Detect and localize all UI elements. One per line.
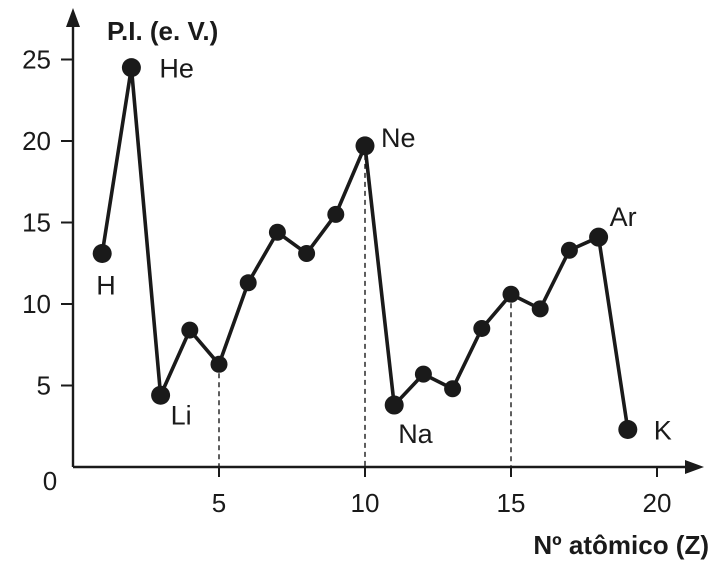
y-tick-label: 10 [22,289,51,319]
data-point [531,300,549,318]
x-axis-title: Nº atômico (Z) [533,530,709,560]
data-point [121,58,141,78]
element-label: Ar [610,202,637,232]
data-point [414,365,432,383]
dashed-guides [218,145,512,467]
data-point [298,244,316,262]
x-tick-label: 5 [212,488,226,518]
data-point [327,205,345,223]
data-point [473,319,491,337]
element-label: He [159,54,194,84]
y-tick-label: 5 [37,371,51,401]
y-axis-title: P.I. (e. V.) [107,16,218,46]
series-group [92,58,638,440]
data-point [268,223,286,241]
data-point [502,285,520,303]
data-point [151,385,171,405]
data-point [92,243,112,263]
y-axis-arrow [66,8,80,27]
y-tick-label: 15 [22,208,51,238]
x-tick-label: 20 [643,488,672,518]
origin-label: 0 [43,466,57,496]
data-point [384,395,404,415]
element-label: K [654,416,672,446]
data-point [239,274,257,292]
data-point [355,136,375,156]
ticks: 5 10 15 20 25 5 10 15 20 [22,45,671,519]
y-tick-label: 20 [22,126,51,156]
x-axis-arrow [685,460,704,474]
y-tick-label: 25 [22,45,51,75]
x-tick-label: 10 [351,488,380,518]
data-point [444,380,462,398]
data-point [589,227,609,247]
data-point [181,321,199,339]
data-point [618,420,638,440]
element-label: Li [171,400,192,430]
element-labels: H He Li Ne Na Ar K [96,54,672,449]
x-tick-label: 15 [497,488,526,518]
data-point [210,355,228,373]
element-label: H [96,270,116,300]
axes [66,8,704,474]
element-label: Ne [381,123,416,153]
data-point [560,241,578,259]
element-label: Na [398,419,433,449]
